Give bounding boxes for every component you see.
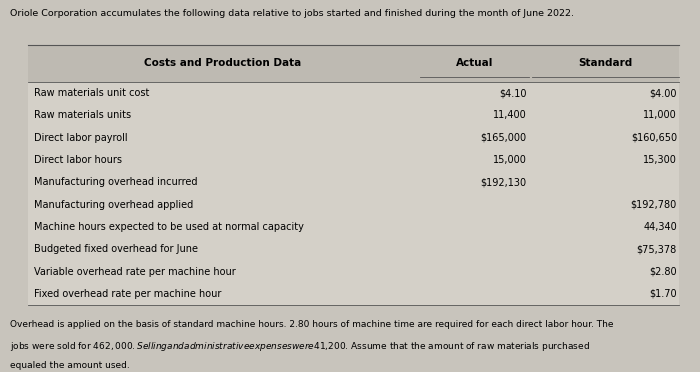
Text: Variable overhead rate per machine hour: Variable overhead rate per machine hour bbox=[34, 267, 235, 276]
Text: $160,650: $160,650 bbox=[631, 133, 677, 142]
Text: Budgeted fixed overhead for June: Budgeted fixed overhead for June bbox=[34, 244, 197, 254]
Text: 15,300: 15,300 bbox=[643, 155, 677, 165]
Text: Raw materials unit cost: Raw materials unit cost bbox=[34, 88, 149, 98]
Text: Overhead is applied on the basis of standard machine hours. 2.80 hours of machin: Overhead is applied on the basis of stan… bbox=[10, 320, 614, 329]
Text: $75,378: $75,378 bbox=[637, 244, 677, 254]
Text: Oriole Corporation accumulates the following data relative to jobs started and f: Oriole Corporation accumulates the follo… bbox=[10, 9, 575, 18]
Text: equaled the amount used.: equaled the amount used. bbox=[10, 361, 130, 370]
Text: $165,000: $165,000 bbox=[480, 133, 526, 142]
Text: $2.80: $2.80 bbox=[650, 267, 677, 276]
Text: 11,000: 11,000 bbox=[643, 110, 677, 120]
Text: Manufacturing overhead applied: Manufacturing overhead applied bbox=[34, 200, 193, 209]
Text: Manufacturing overhead incurred: Manufacturing overhead incurred bbox=[34, 177, 197, 187]
Text: Standard: Standard bbox=[578, 58, 633, 68]
Text: Direct labor payroll: Direct labor payroll bbox=[34, 133, 127, 142]
Text: Costs and Production Data: Costs and Production Data bbox=[144, 58, 301, 68]
Text: Machine hours expected to be used at normal capacity: Machine hours expected to be used at nor… bbox=[34, 222, 304, 232]
Text: 15,000: 15,000 bbox=[493, 155, 526, 165]
Text: Raw materials units: Raw materials units bbox=[34, 110, 131, 120]
Text: $4.00: $4.00 bbox=[650, 88, 677, 98]
Text: $1.70: $1.70 bbox=[650, 289, 677, 299]
Text: $192,130: $192,130 bbox=[480, 177, 526, 187]
Text: Direct labor hours: Direct labor hours bbox=[34, 155, 122, 165]
Text: Actual: Actual bbox=[456, 58, 493, 68]
Text: Fixed overhead rate per machine hour: Fixed overhead rate per machine hour bbox=[34, 289, 221, 299]
Text: $4.10: $4.10 bbox=[499, 88, 526, 98]
Text: 11,400: 11,400 bbox=[493, 110, 526, 120]
Text: $192,780: $192,780 bbox=[631, 200, 677, 209]
Text: 44,340: 44,340 bbox=[643, 222, 677, 232]
Text: jobs were sold for $462,000. Selling and administrative expenses were $41,200. A: jobs were sold for $462,000. Selling and… bbox=[10, 340, 590, 353]
